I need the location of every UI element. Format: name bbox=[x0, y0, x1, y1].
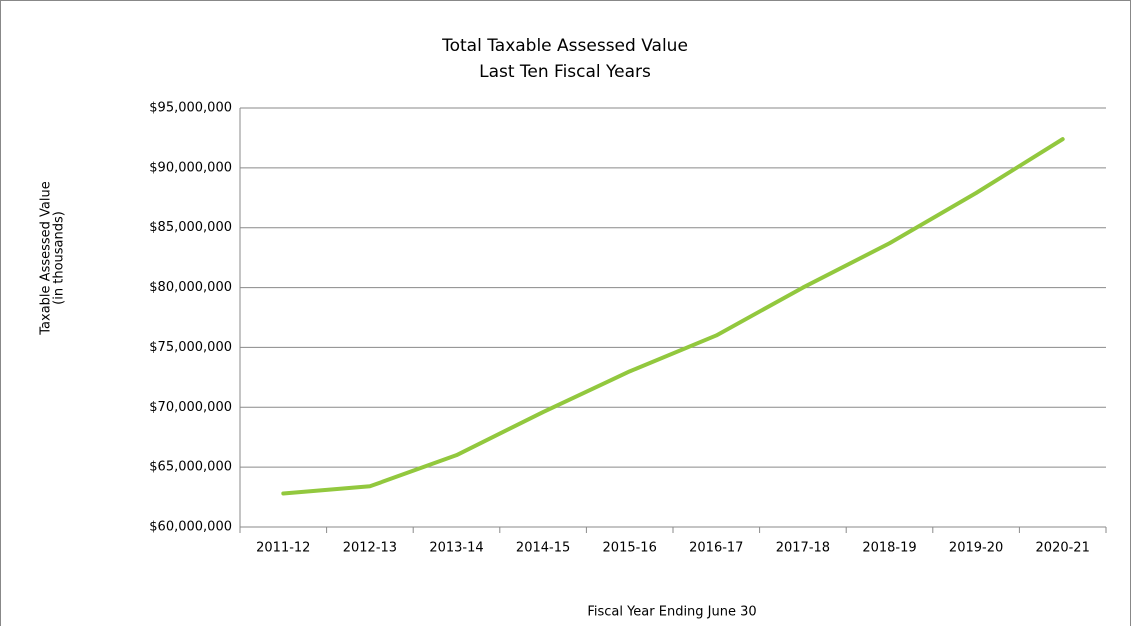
x-tick-label: 2020-21 bbox=[1036, 541, 1090, 556]
x-tick-label: 2019-20 bbox=[949, 541, 1003, 556]
x-tick-label: 2014-15 bbox=[516, 541, 570, 556]
y-axis-label: Taxable Assessed Value bbox=[39, 181, 54, 335]
chart-subtitle: Last Ten Fiscal Years bbox=[479, 62, 651, 82]
x-tick-label: 2016-17 bbox=[689, 541, 743, 556]
y-tick-label: $75,000,000 bbox=[149, 340, 232, 355]
data-line bbox=[281, 137, 1065, 496]
y-tick-label: $90,000,000 bbox=[149, 160, 232, 175]
y-tick-label: $60,000,000 bbox=[149, 520, 232, 535]
x-axis-label: Fiscal Year Ending June 30 bbox=[587, 605, 756, 620]
y-axis-label: (in thousands) bbox=[52, 211, 67, 305]
y-tick-label: $95,000,000 bbox=[149, 101, 232, 116]
x-tick-label: 2013-14 bbox=[429, 541, 483, 556]
x-tick-label: 2011-12 bbox=[256, 541, 310, 556]
x-tick-label: 2018-19 bbox=[862, 541, 916, 556]
x-tick-label: 2015-16 bbox=[603, 541, 657, 556]
chart-title: Total Taxable Assessed Value bbox=[441, 36, 688, 56]
y-tick-label: $85,000,000 bbox=[149, 220, 232, 235]
x-tick-label: 2017-18 bbox=[776, 541, 830, 556]
x-tick-label: 2012-13 bbox=[343, 541, 397, 556]
y-tick-label: $70,000,000 bbox=[149, 400, 232, 415]
y-tick-label: $65,000,000 bbox=[149, 460, 232, 475]
y-tick-label: $80,000,000 bbox=[149, 280, 232, 295]
